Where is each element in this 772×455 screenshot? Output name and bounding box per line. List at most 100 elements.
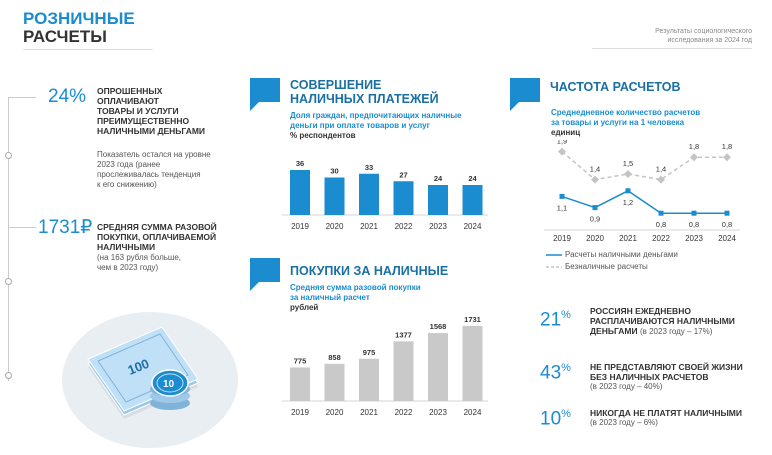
- x-tick-2024: 2024: [464, 222, 482, 231]
- timeline-dot-2: [5, 278, 12, 285]
- series-0-point-2022: [658, 210, 664, 216]
- chat-bubble-icon-1: [250, 78, 280, 111]
- series-1-label-2024: 1,8: [722, 142, 732, 151]
- series-1-point-2019: [558, 147, 566, 156]
- series-1-point-2024: [723, 153, 731, 162]
- stat-10-note: (в 2023 году – 6%): [590, 418, 658, 427]
- stat-1731-note: (на 163 рубля больше, чем в 2023 году): [97, 253, 181, 272]
- stat-43-note: (в 2023 году – 40%): [590, 382, 663, 391]
- legend-cash-label: Расчеты наличными деньгами: [565, 250, 678, 259]
- bar-2023: [428, 333, 448, 401]
- series-1-label-2020: 1,4: [590, 165, 600, 174]
- page-title: РОЗНИЧНЫЕ РАСЧЕТЫ: [23, 10, 135, 46]
- x-tick-2021: 2021: [619, 234, 637, 243]
- x-tick-2019: 2019: [291, 222, 309, 231]
- stat-24-value: 24%: [48, 86, 87, 107]
- x-tick-2024: 2024: [464, 408, 482, 417]
- series-1-label-2019: 1,9: [557, 140, 567, 146]
- bar-value-2021: 33: [365, 163, 373, 172]
- bar-value-2019: 36: [296, 159, 304, 168]
- stat-43-value: 43%: [540, 362, 571, 384]
- page-title-line1: РОЗНИЧНЫЕ: [23, 9, 135, 28]
- bar-value-2023: 24: [434, 174, 443, 183]
- bar-value-2020: 858: [328, 353, 341, 362]
- timeline-tick-1: [8, 97, 36, 98]
- source-note: Результаты социологического исследования…: [592, 27, 752, 45]
- x-tick-2020: 2020: [586, 234, 604, 243]
- frequency-subtitle: Среднедневное количество расчетов за тов…: [551, 108, 701, 127]
- coin-stack-icon: 10: [150, 369, 190, 410]
- x-tick-2024: 2024: [718, 234, 736, 243]
- chat-bubble-icon-2: [250, 258, 280, 291]
- stat-24-caption: ОПРОШЕННЫХ ОПЛАЧИВАЮТ ТОВАРЫ И УСЛУГИ ПР…: [97, 86, 206, 136]
- bar-value-2022: 1377: [395, 330, 412, 339]
- series-0-point-2024: [724, 210, 730, 216]
- bar-2021: [359, 358, 379, 401]
- bar-2019: [290, 367, 310, 401]
- stat-21-value: 21%: [540, 309, 571, 331]
- series-0-label-2023: 0,8: [689, 220, 699, 229]
- series-line-0: [561, 189, 727, 214]
- series-0-point-2023: [691, 210, 697, 216]
- x-tick-2021: 2021: [360, 408, 378, 417]
- x-tick-2023: 2023: [685, 234, 703, 243]
- series-1-point-2021: [624, 170, 632, 178]
- frequency-title: ЧАСТОТА РАСЧЕТОВ: [550, 80, 681, 94]
- cash-payments-subtitle: Доля граждан, предпочитающих наличные де…: [290, 111, 462, 130]
- x-tick-2020: 2020: [326, 408, 344, 417]
- bar-value-2024: 24: [468, 174, 477, 183]
- cash-purchases-title: ПОКУПКИ ЗА НАЛИЧНЫЕ: [290, 264, 449, 278]
- series-0-label-2019: 1,1: [557, 203, 567, 212]
- stat-10-caption: НИКОГДА НЕ ПЛАТЯТ НАЛИЧНЫМИ (в 2023 году…: [590, 408, 742, 427]
- series-line-1: [561, 151, 727, 181]
- series-0-point-2020: [592, 205, 598, 211]
- cash-payments-unit: % респондентов: [290, 131, 356, 140]
- series-0-label-2020: 0,9: [590, 215, 600, 224]
- title-divider: [23, 49, 153, 50]
- legend-noncash-label: Безналичные расчеты: [565, 262, 648, 271]
- x-tick-2020: 2020: [326, 222, 344, 231]
- stat-1731-caption: СРЕДНЯЯ СУММА РАЗОВОЙ ПОКУПКИ, ОПЛАЧИВАЕ…: [97, 222, 217, 252]
- timeline-dot-3: [5, 372, 12, 379]
- stat-10-value: 10%: [540, 408, 571, 430]
- frequency-legend-swatches: [546, 254, 562, 268]
- x-tick-2021: 2021: [360, 222, 378, 231]
- bar-2022: [393, 341, 414, 401]
- source-line1: Результаты социологического: [655, 28, 752, 35]
- series-0-point-2021: [625, 188, 631, 194]
- bar-2020: [324, 363, 345, 401]
- source-divider: [592, 48, 752, 49]
- coin-label: 10: [163, 379, 175, 390]
- series-1-point-2020: [591, 175, 599, 184]
- bar-2021: [359, 173, 379, 215]
- bar-value-2023: 1568: [430, 322, 447, 331]
- bar-2024: [462, 185, 483, 215]
- timeline-dot-1: [5, 152, 12, 159]
- stat-24-note: Показатель остался на уровне 2023 года (…: [97, 150, 211, 189]
- stat-21-caption: РОССИЯН ЕЖЕДНЕВНО РАСПЛАЧИВАЮТСЯ НАЛИЧНЫ…: [590, 306, 735, 336]
- series-1-point-2023: [690, 153, 698, 162]
- cash-purchases-chart: 775 2019 858 2020 975 2021 1377 2022 1568 2023 173…: [282, 315, 488, 417]
- series-1-label-2023: 1,8: [689, 142, 699, 151]
- bar-value-2019: 775: [294, 356, 307, 365]
- x-tick-2022: 2022: [652, 234, 670, 243]
- cash-payments-chart: 36 2019 30 2020 33 2021 27 2022 24 2023 24 2024: [282, 159, 488, 231]
- timeline-line: [8, 97, 9, 381]
- page-title-line2: РАСЧЕТЫ: [23, 27, 107, 46]
- cash-payments-title: СОВЕРШЕНИЕ НАЛИЧНЫХ ПЛАТЕЖЕЙ: [290, 78, 439, 106]
- source-line2: исследования за 2024 год: [667, 37, 752, 44]
- bar-value-2022: 27: [399, 170, 407, 179]
- money-illustration: 100 10: [62, 312, 238, 448]
- series-1-label-2022: 1,4: [656, 165, 666, 174]
- x-tick-2023: 2023: [429, 408, 447, 417]
- x-tick-2023: 2023: [429, 222, 447, 231]
- timeline-tick-2: [8, 227, 36, 228]
- bar-2022: [393, 181, 414, 215]
- stat-1731-value: 1731₽: [38, 217, 93, 238]
- x-tick-2019: 2019: [291, 408, 309, 417]
- frequency-unit: единиц: [551, 128, 581, 137]
- chat-bubble-icon-3: [510, 78, 540, 111]
- x-tick-2022: 2022: [395, 222, 413, 231]
- bar-2020: [324, 177, 345, 215]
- bar-value-2020: 30: [330, 167, 338, 176]
